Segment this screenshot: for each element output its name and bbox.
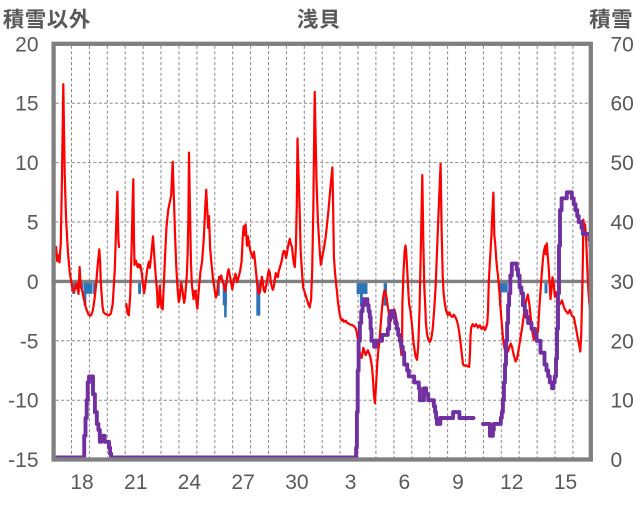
svg-text:0: 0 — [611, 449, 623, 472]
svg-text:50: 50 — [611, 152, 634, 175]
svg-text:5: 5 — [27, 212, 39, 235]
svg-text:30: 30 — [285, 471, 308, 494]
svg-text:10: 10 — [15, 152, 38, 175]
svg-text:30: 30 — [611, 271, 634, 294]
svg-text:20: 20 — [15, 33, 38, 56]
svg-text:-5: -5 — [20, 330, 39, 353]
svg-text:15: 15 — [15, 93, 38, 116]
svg-text:3: 3 — [345, 471, 357, 494]
svg-text:15: 15 — [554, 471, 577, 494]
svg-text:0: 0 — [27, 271, 39, 294]
svg-text:12: 12 — [500, 471, 523, 494]
svg-text:70: 70 — [611, 33, 634, 56]
svg-text:40: 40 — [611, 212, 634, 235]
svg-text:24: 24 — [178, 471, 202, 494]
svg-text:-10: -10 — [8, 390, 38, 413]
svg-text:20: 20 — [611, 330, 634, 353]
svg-text:-15: -15 — [8, 449, 38, 472]
svg-text:9: 9 — [452, 471, 464, 494]
svg-text:60: 60 — [611, 93, 634, 116]
svg-text:10: 10 — [611, 390, 634, 413]
svg-text:18: 18 — [70, 471, 93, 494]
svg-text:6: 6 — [398, 471, 410, 494]
svg-text:21: 21 — [124, 471, 147, 494]
svg-text:27: 27 — [231, 471, 254, 494]
